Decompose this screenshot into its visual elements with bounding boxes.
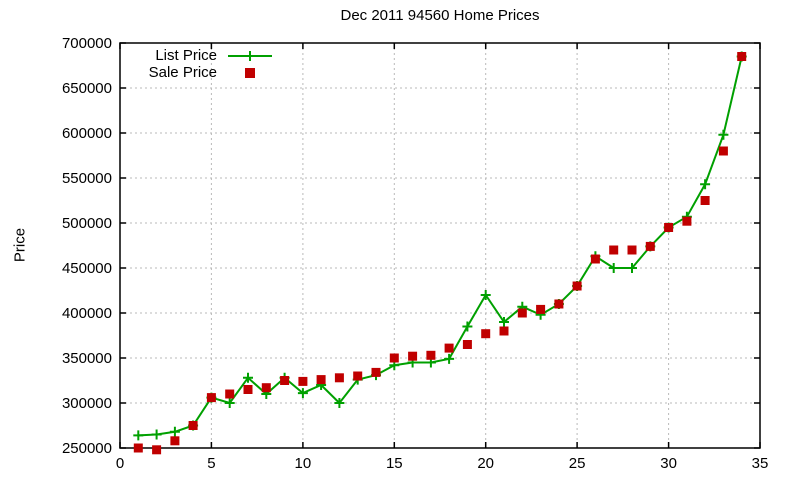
legend-label-list-price: List Price	[155, 47, 217, 64]
svg-text:300000: 300000	[62, 395, 112, 412]
x-tick-labels: 0 5 10 15 20 25 30 35	[116, 455, 769, 472]
svg-text:25: 25	[569, 455, 586, 472]
svg-text:450000: 450000	[62, 260, 112, 277]
svg-text:550000: 550000	[62, 170, 112, 187]
grid-layer	[119, 42, 761, 449]
svg-text:30: 30	[660, 455, 677, 472]
svg-text:0: 0	[116, 455, 124, 472]
svg-text:600000: 600000	[62, 125, 112, 142]
svg-text:700000: 700000	[62, 35, 112, 52]
svg-text:20: 20	[477, 455, 494, 472]
legend-label-sale-price: Sale Price	[148, 64, 217, 81]
series-sale-price	[133, 52, 747, 455]
svg-text:35: 35	[752, 455, 769, 472]
plot-border	[119, 42, 761, 449]
legend: List Price Sale Price	[120, 47, 275, 81]
square-sample-icon	[245, 67, 255, 78]
svg-text:5: 5	[207, 455, 215, 472]
svg-text:10: 10	[295, 455, 312, 472]
svg-text:500000: 500000	[62, 215, 112, 232]
svg-text:350000: 350000	[62, 350, 112, 367]
y-tick-labels: 250000 300000 350000 400000 450000 500000 5500…	[62, 35, 112, 457]
legend-item-list-price: List Price	[120, 47, 275, 64]
svg-text:650000: 650000	[62, 80, 112, 97]
chart-title: Dec 2011 94560 Home Prices	[340, 7, 540, 24]
axis-ticks	[119, 42, 761, 449]
svg-text:250000: 250000	[62, 440, 112, 457]
svg-text:400000: 400000	[62, 305, 112, 322]
svg-text:15: 15	[386, 455, 403, 472]
legend-item-sale-price: Sale Price	[120, 64, 275, 81]
line-plus-sample-icon	[228, 50, 272, 61]
